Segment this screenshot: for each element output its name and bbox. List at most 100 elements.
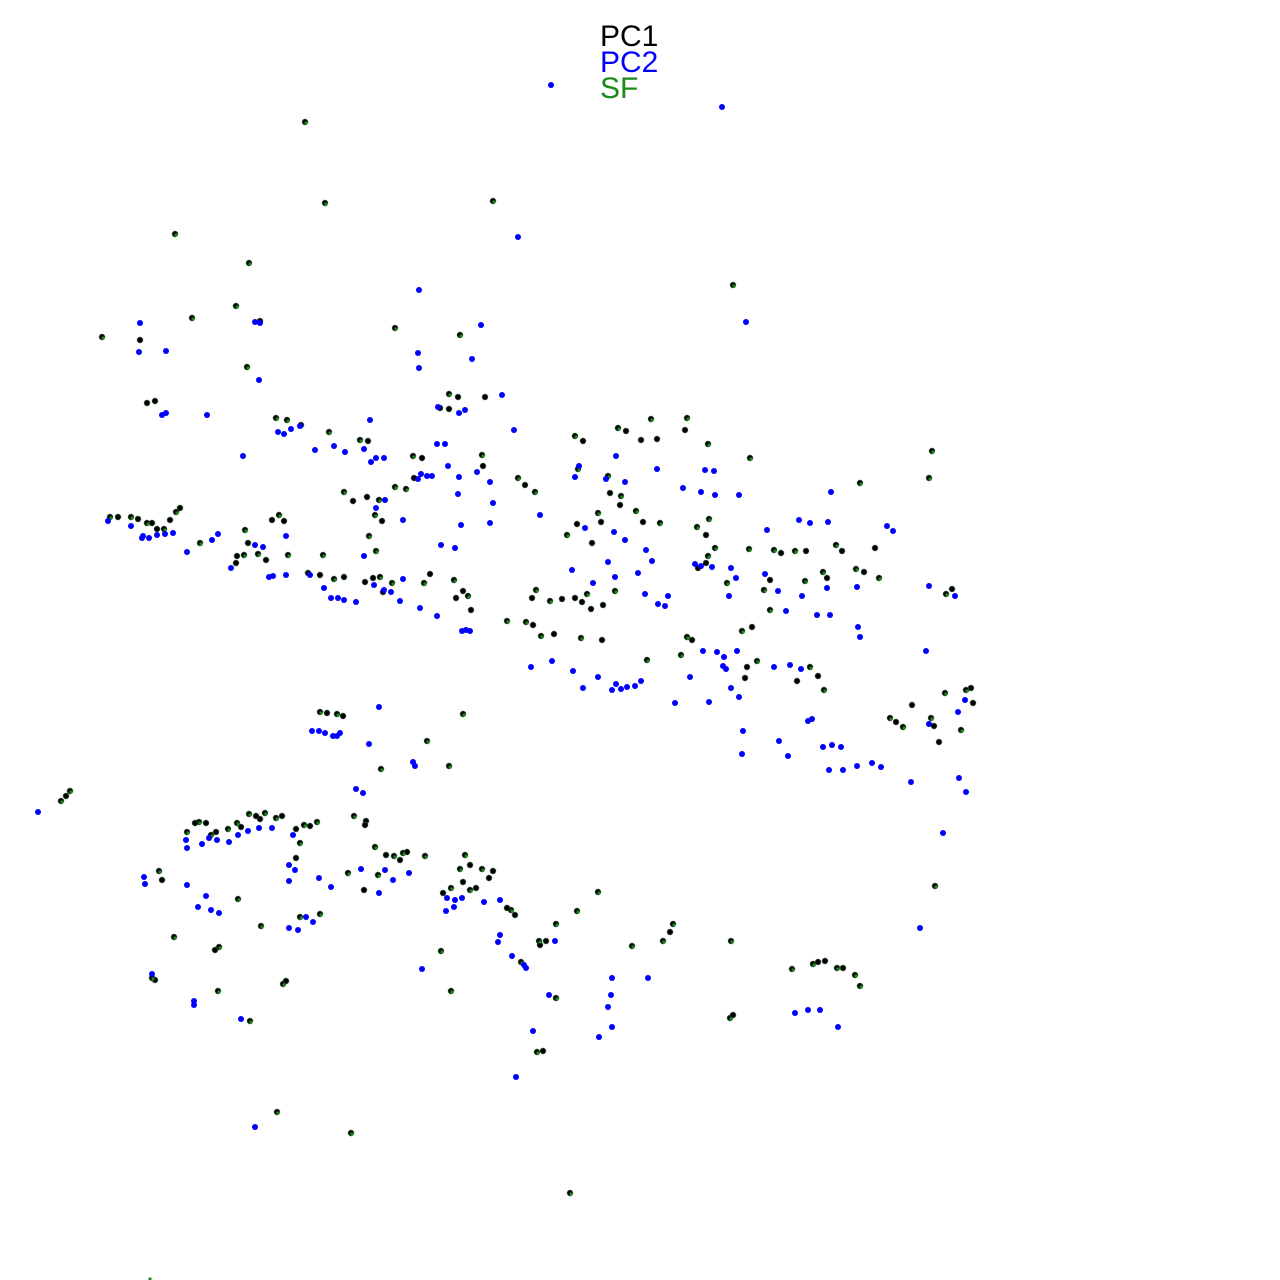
point-pc1-59 [639,518,647,526]
point-pc2-118 [809,716,815,722]
point-pc2-163 [371,582,377,588]
point-pc2-189 [283,533,289,539]
point-pc2-119 [776,738,782,744]
point-sf-64 [467,595,471,599]
point-pc2-102 [665,593,671,599]
point-sf-152 [151,977,155,981]
point-sf-116 [555,997,559,1001]
series-pc1 [57,118,977,1197]
point-pc2-105 [721,654,727,660]
point-pc2-21 [204,412,210,418]
point-sf-131 [353,815,357,819]
point-pc2-222 [216,910,222,916]
point-sf-114 [538,940,542,944]
point-pc2-164 [361,553,367,559]
point-pc2-83 [728,565,734,571]
point-pc2-39 [418,471,424,477]
point-sf-50 [726,582,730,586]
point-pc2-130 [923,648,929,654]
point-sf-100 [934,885,938,889]
point-pc2-201 [360,790,366,796]
point-pc2-152 [528,664,534,670]
point-sf-142 [319,913,323,917]
point-sf-74 [391,582,395,586]
point-pc2-74 [711,468,717,474]
point-pc2-238 [443,908,449,914]
point-sf-40 [748,548,752,552]
point-pc2-4 [416,287,422,293]
point-pc2-165 [400,576,406,582]
point-sf-23 [732,284,736,288]
point-pc2-37 [373,455,379,461]
point-pc2-141 [687,674,693,680]
point-sf-150 [186,831,190,835]
point-sf-161 [276,1111,280,1115]
point-sf-93 [756,660,760,664]
point-pc2-48 [455,491,461,497]
point-pc2-211 [183,837,189,843]
point-sf-24 [931,450,935,454]
point-pc1-158 [176,504,184,512]
point-pc2-215 [292,867,298,873]
point-sf-165 [69,790,73,794]
point-sf-95 [902,726,906,730]
point-sf-67 [394,486,398,490]
point-pc2-62 [649,558,655,564]
point-pc2-8 [478,322,484,328]
point-sf-97 [960,729,964,733]
point-pc2-265 [149,971,155,977]
point-pc2-246 [497,932,503,938]
point-pc1-227 [382,851,390,859]
point-pc2-53 [487,520,493,526]
point-pc1-231 [360,886,368,894]
point-pc2-35 [240,453,246,459]
point-pc1-179 [969,699,977,707]
point-pc2-252 [530,1028,536,1034]
point-pc2-139 [917,925,923,931]
point-pc2-233 [376,890,382,896]
point-sf-5 [235,305,239,309]
point-sf-12 [275,417,279,421]
point-pc1-131 [363,493,371,501]
point-pc2-92 [814,612,820,618]
point-sf-120 [459,868,463,872]
point-pc1-87 [748,623,756,631]
point-pc1-128 [361,578,369,586]
point-pc1-204 [539,1047,547,1055]
point-pc2-181 [140,533,146,539]
point-pc2-208 [206,835,212,841]
point-pc1-170 [892,718,900,726]
legend-entry-pc1: PC1 [600,20,659,53]
point-sf-98 [944,692,948,696]
point-pc2-161 [388,589,394,595]
point-sf-108 [672,923,676,927]
point-pc2-140 [672,700,678,706]
point-pc2-171 [307,572,313,578]
point-pc1-241 [339,712,347,720]
point-pc1-84 [766,576,774,584]
point-pc2-256 [608,992,614,998]
point-pc2-261 [792,1010,798,1016]
point-pc2-144 [624,684,630,690]
point-sf-106 [854,974,858,978]
point-sf-92 [823,689,827,693]
point-sf-61 [540,635,544,639]
point-pc2-160 [381,587,387,593]
point-pc2-58 [613,453,619,459]
point-sf-32 [620,495,624,499]
point-pc2-231 [238,1016,244,1022]
point-pc1-151 [134,515,142,523]
point-pc1-133 [280,517,288,525]
point-pc1-163 [814,672,822,680]
point-sf-127 [393,855,397,859]
point-pc1-209 [503,904,511,912]
point-pc1-279 [361,821,369,829]
point-pc2-57 [622,479,628,485]
point-pc1-245 [292,825,300,833]
point-pc2-204 [245,828,251,834]
point-sf-17 [574,435,578,439]
point-pc1-247 [292,854,300,862]
legend-entry-pc2: PC2 [600,46,659,79]
point-pc1-239 [323,709,331,717]
point-pc2-20 [163,410,169,416]
